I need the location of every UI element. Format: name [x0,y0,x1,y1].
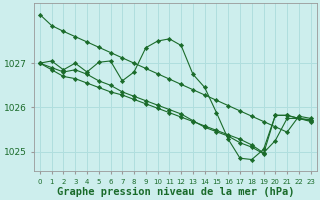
X-axis label: Graphe pression niveau de la mer (hPa): Graphe pression niveau de la mer (hPa) [57,186,294,197]
